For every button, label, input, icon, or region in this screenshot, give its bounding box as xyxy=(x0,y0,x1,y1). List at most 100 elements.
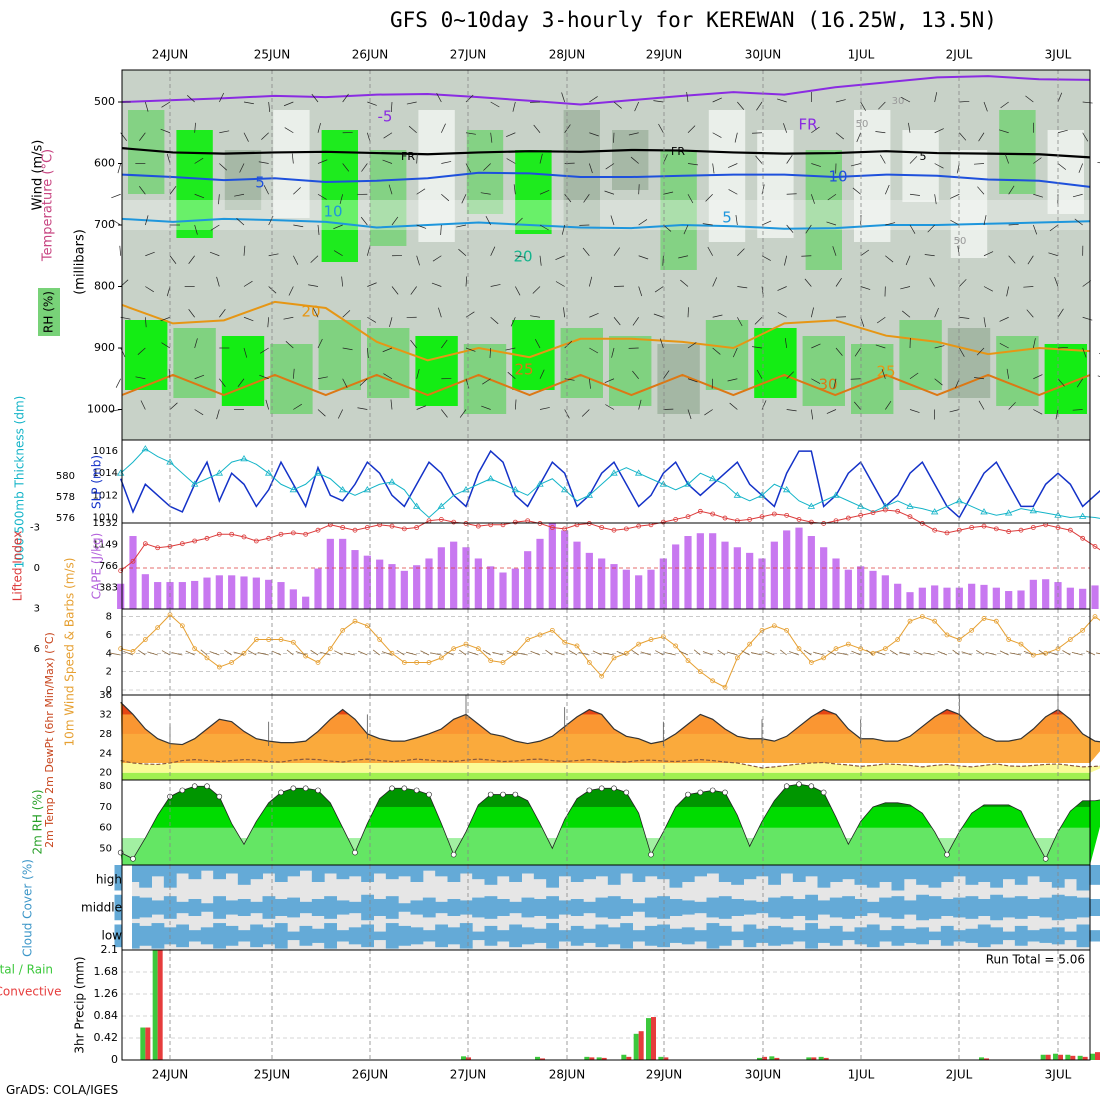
rh2-marker xyxy=(710,788,715,793)
surface-barb xyxy=(953,650,960,655)
cape-bar xyxy=(314,569,321,609)
cloud-cell-high xyxy=(287,865,300,876)
cloud-cell-middle xyxy=(1064,896,1077,919)
cloud-cell-high xyxy=(139,865,152,888)
cloud-cell-low xyxy=(337,930,350,941)
dewpt-fill-low xyxy=(122,773,1090,780)
contour-label-16: 50 xyxy=(856,119,869,130)
cloud-cell-low xyxy=(842,932,855,941)
surface-barb xyxy=(334,651,342,655)
precip-total-bar xyxy=(1065,1055,1070,1060)
cloud-cell-low xyxy=(793,930,806,941)
cloud-cell-low xyxy=(657,925,670,948)
cloud-cell-high xyxy=(250,865,263,879)
cloud-cell-high xyxy=(892,865,905,891)
cloud-cell-high xyxy=(398,865,411,876)
cloud-cell-middle xyxy=(756,902,769,913)
precip-conv-bar xyxy=(639,1031,644,1060)
cloud-cell-middle xyxy=(1040,898,1053,918)
cloud-cell-middle xyxy=(694,902,707,913)
cloud-cell-low xyxy=(707,923,720,949)
cape-bar xyxy=(499,573,506,609)
ylabel-total-rain: Total / Rain xyxy=(0,963,53,977)
rh-blob-upper xyxy=(612,130,648,190)
rh2-marker xyxy=(513,792,518,797)
contour-label-3: FR xyxy=(671,145,685,158)
cloud-cell-middle xyxy=(768,898,781,918)
cloud-cell-high xyxy=(1015,865,1028,885)
cloud-cell-high xyxy=(694,865,707,876)
ylabel-cloud: Cloud Cover (%) xyxy=(21,859,35,957)
precip-total-bar xyxy=(634,1034,639,1060)
cloud-cell-high xyxy=(953,865,966,876)
date-label-bottom-8: 2JUL xyxy=(946,1068,973,1082)
cape-bar xyxy=(524,551,531,609)
cloud-cell-low xyxy=(583,929,596,943)
rh2-marker xyxy=(192,784,197,789)
rh-blob-upper xyxy=(322,130,358,262)
cloud-cell-low xyxy=(472,932,485,941)
surface-barb xyxy=(727,652,737,655)
cloud-cell-low xyxy=(287,932,300,941)
li-tick-6: 6 xyxy=(34,644,40,655)
pressure-tick-500: 500 xyxy=(94,95,115,108)
cloud-cell-low xyxy=(744,925,757,948)
wind-barb xyxy=(120,246,121,256)
cloud-cell-middle xyxy=(201,903,214,912)
surface-barb xyxy=(804,650,811,655)
temp-tick-28: 28 xyxy=(99,729,112,740)
cloud-cell-middle xyxy=(731,899,744,916)
rh2-marker xyxy=(353,850,358,855)
rh-blob-lower xyxy=(415,336,457,406)
cloud-cell-middle xyxy=(596,898,609,918)
surface-barb xyxy=(1096,653,1100,655)
cloud-cell-low xyxy=(1064,932,1077,941)
cape-bar xyxy=(203,578,210,609)
cape-bar xyxy=(1067,588,1074,609)
surface-barb xyxy=(741,651,749,655)
footer-credit: GrADS: COLA/IGES xyxy=(6,1083,118,1097)
cloud-cell-high xyxy=(768,865,781,885)
cloud-level-high: high xyxy=(96,873,122,887)
date-label-top-7: 1JUL xyxy=(848,48,875,62)
surface-barb xyxy=(593,651,602,655)
cloud-cell-low xyxy=(238,930,251,941)
ylabel-slp: SLP (mb) xyxy=(90,455,104,509)
cape-bar xyxy=(771,542,778,609)
cape-bar xyxy=(536,539,543,609)
date-label-top-2: 26JUN xyxy=(352,48,389,62)
cape-bar xyxy=(413,565,420,609)
cape-bar xyxy=(709,533,716,609)
cloud-cell-low xyxy=(694,930,707,941)
cloud-cell-middle xyxy=(386,896,399,919)
ylabel-temperature: Temperature (°C) xyxy=(41,149,56,262)
rh2-marker xyxy=(612,786,617,791)
date-label-top-1: 25JUN xyxy=(254,48,291,62)
surface-barb xyxy=(665,652,676,655)
cloud-cell-low xyxy=(978,925,991,948)
surface-barb xyxy=(890,650,898,655)
cloud-cell-low xyxy=(768,926,781,946)
chart-title: GFS 0~10day 3-hourly for KEREWAN (16.25W… xyxy=(390,8,997,32)
cloud-cell-high xyxy=(448,865,461,882)
cloud-cell-low xyxy=(411,927,424,944)
li-tick-0: 0 xyxy=(34,563,40,574)
cloud-cell-high xyxy=(509,865,522,882)
cape-bar xyxy=(425,558,432,609)
contour-label-10: 20 xyxy=(301,303,320,321)
cloud-cell-middle xyxy=(238,899,251,916)
cloud-cell-low xyxy=(719,926,732,946)
rh2-marker xyxy=(686,792,691,797)
cape-bar xyxy=(906,592,913,609)
li-tick--3: -3 xyxy=(30,523,40,534)
cape-bar xyxy=(993,588,1000,609)
cloud-cell-high xyxy=(534,865,547,879)
rh2m-panel xyxy=(118,780,1100,865)
cloud-cell-high xyxy=(423,865,436,871)
cloud-cell-middle xyxy=(682,900,695,914)
wind-tick-6: 6 xyxy=(106,630,112,641)
surface-barb xyxy=(397,650,405,655)
date-label-top-6: 30JUN xyxy=(745,48,782,62)
rh2-marker xyxy=(599,786,604,791)
